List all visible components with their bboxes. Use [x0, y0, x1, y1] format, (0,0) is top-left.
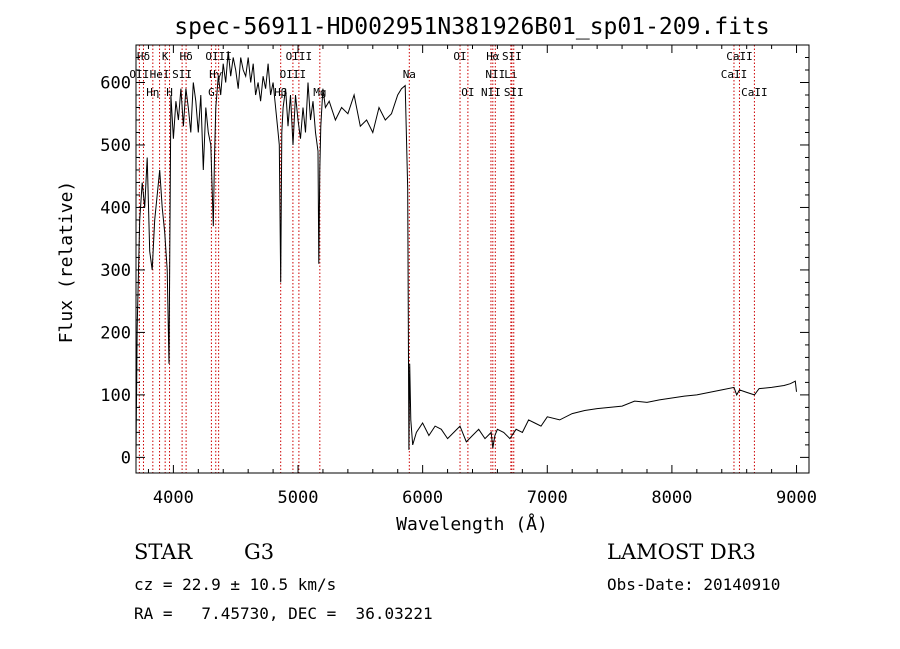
line-marker-label: CaII — [726, 50, 753, 63]
line-marker-label: Li — [504, 68, 517, 81]
line-marker-label: OIII — [286, 50, 313, 63]
subclass-label: G3 — [244, 540, 275, 564]
y-axis-label: Flux (relative) — [56, 181, 77, 344]
obs-date-label: Obs-Date: 20140910 — [607, 575, 781, 594]
axis-ticks: 4000 5000 6000 7000 8000 9000 0 100 200 300 400 500… — [100, 45, 817, 508]
line-marker-label: CaII — [721, 68, 748, 81]
spectrum-series-line — [135, 51, 797, 455]
x-axis-label: Wavelength (Å) — [396, 513, 548, 535]
line-marker-label: OI — [453, 50, 466, 63]
line-marker-label: SII — [172, 68, 192, 81]
line-marker-label: OIII — [205, 50, 232, 63]
line-marker-label: OII — [129, 68, 149, 81]
y-tick-label: 300 — [100, 261, 131, 281]
x-tick-label: 9000 — [776, 488, 817, 508]
line-marker-label: OI — [461, 86, 474, 99]
y-tick-label: 600 — [100, 73, 131, 93]
x-tick-label: 4000 — [153, 488, 194, 508]
survey-label: LAMOST DR3 — [607, 540, 756, 564]
coordinates-label: RA = 7.45730, DEC = 36.03221 — [134, 604, 433, 623]
line-marker-label: Hα — [486, 50, 500, 63]
x-tick-label: 7000 — [527, 488, 568, 508]
line-marker-label: OIII — [280, 68, 307, 81]
line-marker-label: CaII — [741, 86, 768, 99]
x-tick-label: 8000 — [651, 488, 692, 508]
line-marker-label: H — [166, 86, 173, 99]
line-marker-label: G — [208, 86, 215, 99]
y-tick-label: 400 — [100, 198, 131, 218]
redshift-label: cz = 22.9 ± 10.5 km/s — [134, 575, 337, 594]
plot-frame — [135, 44, 810, 474]
line-marker-label: Hγ — [209, 68, 223, 81]
x-tick-label: 6000 — [402, 488, 443, 508]
line-marker-label: Na — [403, 68, 416, 81]
line-marker-label: NII — [481, 86, 501, 99]
x-tick-label: 5000 — [278, 488, 319, 508]
y-tick-label: 100 — [100, 386, 131, 406]
chart-title: spec-56911-HD002951N381926B01_sp01-209.f… — [174, 14, 769, 40]
line-marker-label: HeI — [150, 68, 170, 81]
line-marker-label: NII — [485, 68, 505, 81]
line-marker-label: K — [162, 50, 169, 63]
line-marker-label: Hδ — [137, 50, 150, 63]
y-tick-label: 200 — [100, 323, 131, 343]
line-marker-label: SII — [502, 50, 522, 63]
line-marker-label: Hη — [146, 86, 159, 99]
line-marker-label: SII — [504, 86, 524, 99]
class-label: STAR — [134, 540, 193, 564]
line-marker-layer: HδOIIHηHeIKHSIIHδGHγOIIIHβOIIIOIIIMgNaOI… — [129, 45, 768, 473]
y-tick-label: 0 — [121, 448, 131, 468]
y-tick-label: 500 — [100, 136, 131, 156]
line-marker-label: Hδ — [179, 50, 192, 63]
